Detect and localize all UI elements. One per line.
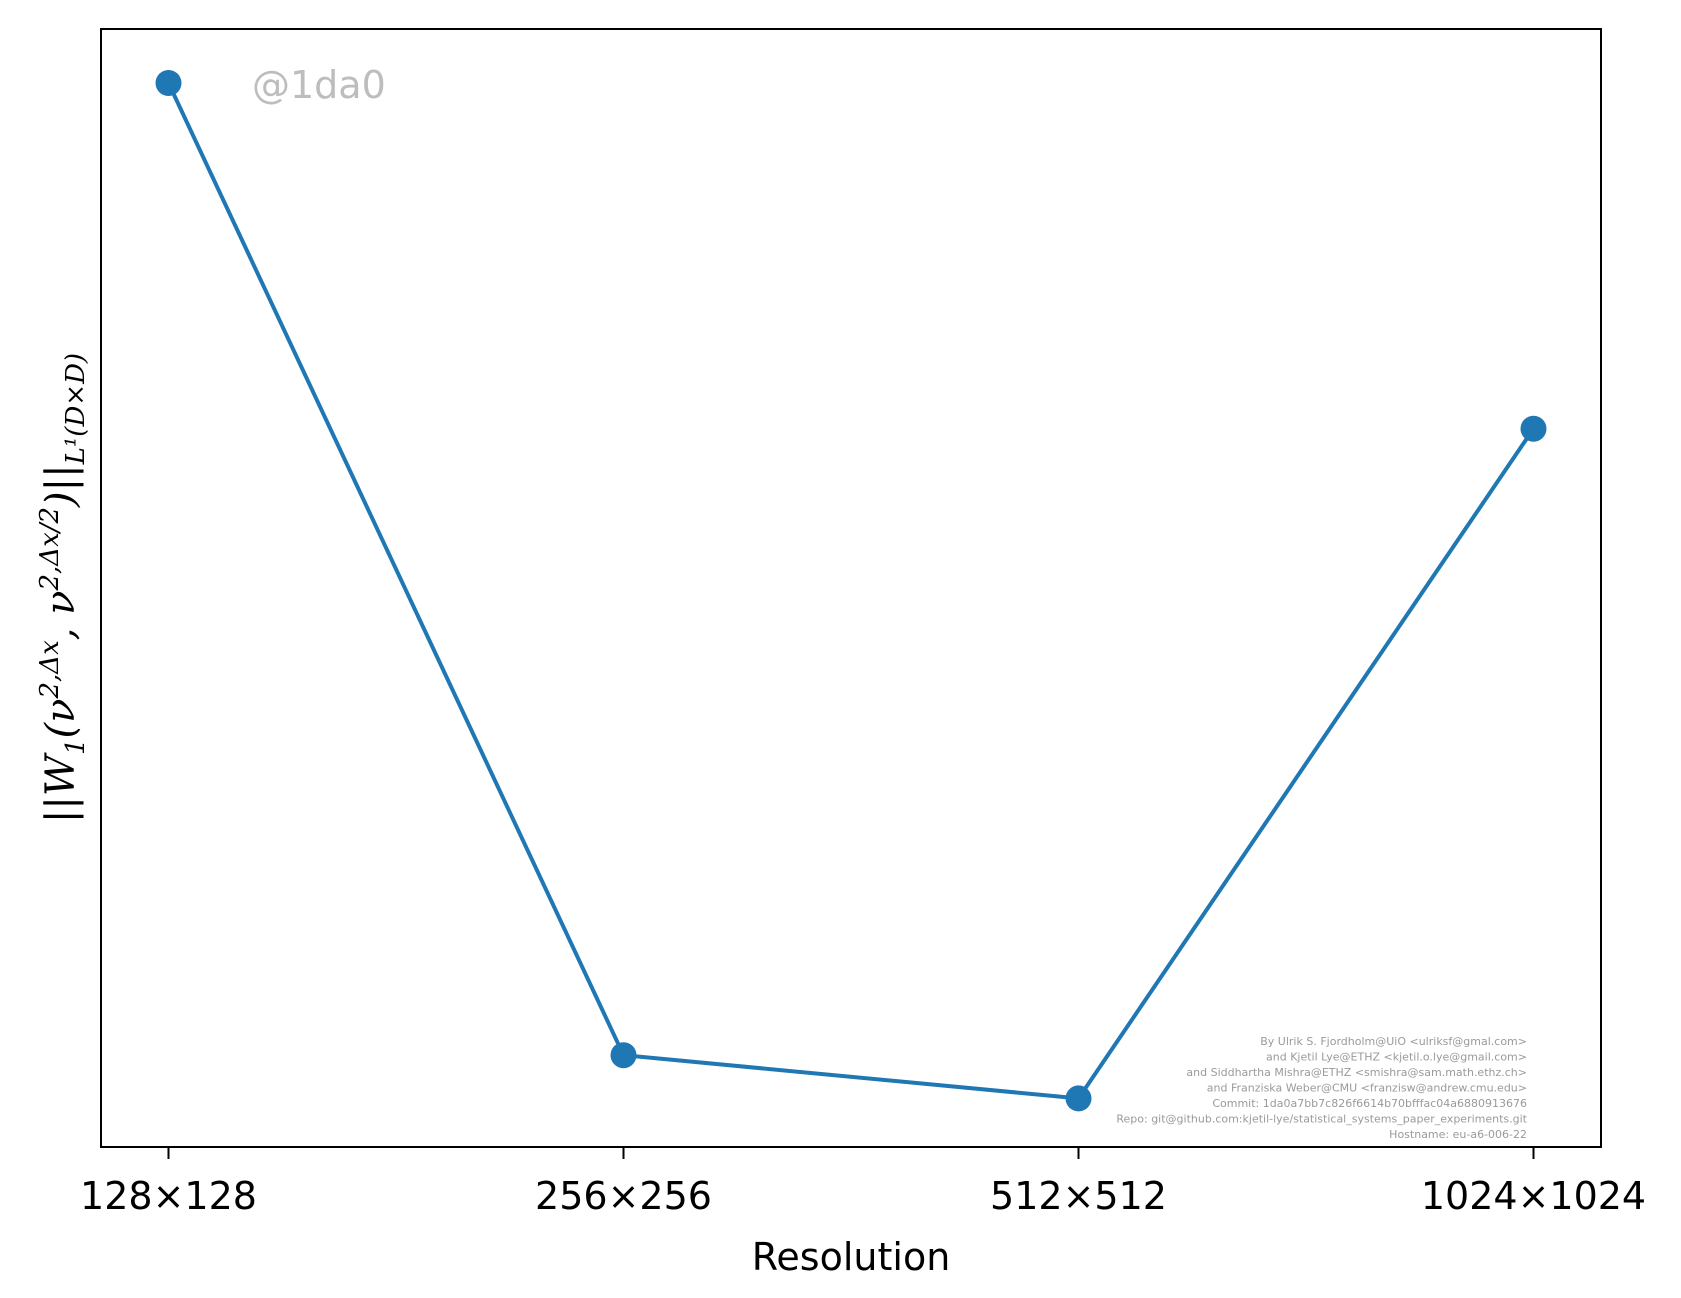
x-tick-label: 512×512 bbox=[990, 1174, 1167, 1218]
credit-line: and Franziska Weber@CMU <franzisw@andrew… bbox=[1207, 1082, 1527, 1095]
x-tick-label: 1024×1024 bbox=[1421, 1174, 1646, 1218]
y-label-part: )|| bbox=[38, 464, 84, 508]
x-tick-label: 256×256 bbox=[535, 1174, 712, 1218]
y-label-part: ||W bbox=[38, 752, 84, 823]
data-point-1 bbox=[610, 1042, 637, 1069]
credit-line: Repo: git@github.com:kjetil-lye/statisti… bbox=[1116, 1113, 1527, 1126]
x-axis-label: Resolution bbox=[752, 1235, 951, 1279]
y-label-part: L¹(D×D) bbox=[61, 353, 91, 465]
credit-line: Commit: 1da0a7bb7c826f6614b70bfffac04a68… bbox=[1212, 1097, 1527, 1110]
data-point-0 bbox=[155, 70, 182, 96]
credit-line: Hostname: eu-a6-006-22 bbox=[1389, 1128, 1527, 1141]
y-label-part: 1 bbox=[61, 738, 91, 755]
y-label-part: 2,Δx/2 bbox=[35, 507, 65, 592]
y-label-part: (ν bbox=[38, 699, 84, 739]
credit-line: By Ulrik S. Fjordholm@UiO <ulriksf@gmal.… bbox=[1260, 1035, 1527, 1048]
plot-background bbox=[101, 29, 1601, 1147]
watermark: @1da0 bbox=[252, 63, 386, 107]
credits-block: By Ulrik S. Fjordholm@UiO <ulriksf@gmal.… bbox=[1116, 1035, 1527, 1141]
credit-line: and Kjetil Lye@ETHZ <kjetil.o.lye@gmail.… bbox=[1266, 1051, 1527, 1064]
credit-line: and Siddhartha Mishra@ETHZ <smishra@sam.… bbox=[1186, 1066, 1527, 1079]
data-point-3 bbox=[1520, 415, 1547, 442]
series-line-0 bbox=[166, 82, 1536, 1101]
x-tick-label: 128×128 bbox=[80, 1174, 257, 1218]
y-label-part: , ν bbox=[38, 591, 84, 641]
y-axis-label: ||W1(ν2,Δx, ν2,Δx/2)||L¹(D×D) bbox=[35, 353, 91, 823]
data-point-2 bbox=[1065, 1085, 1092, 1112]
y-label-part: 2,Δx bbox=[35, 640, 65, 700]
plot-frame bbox=[100, 28, 1602, 1148]
